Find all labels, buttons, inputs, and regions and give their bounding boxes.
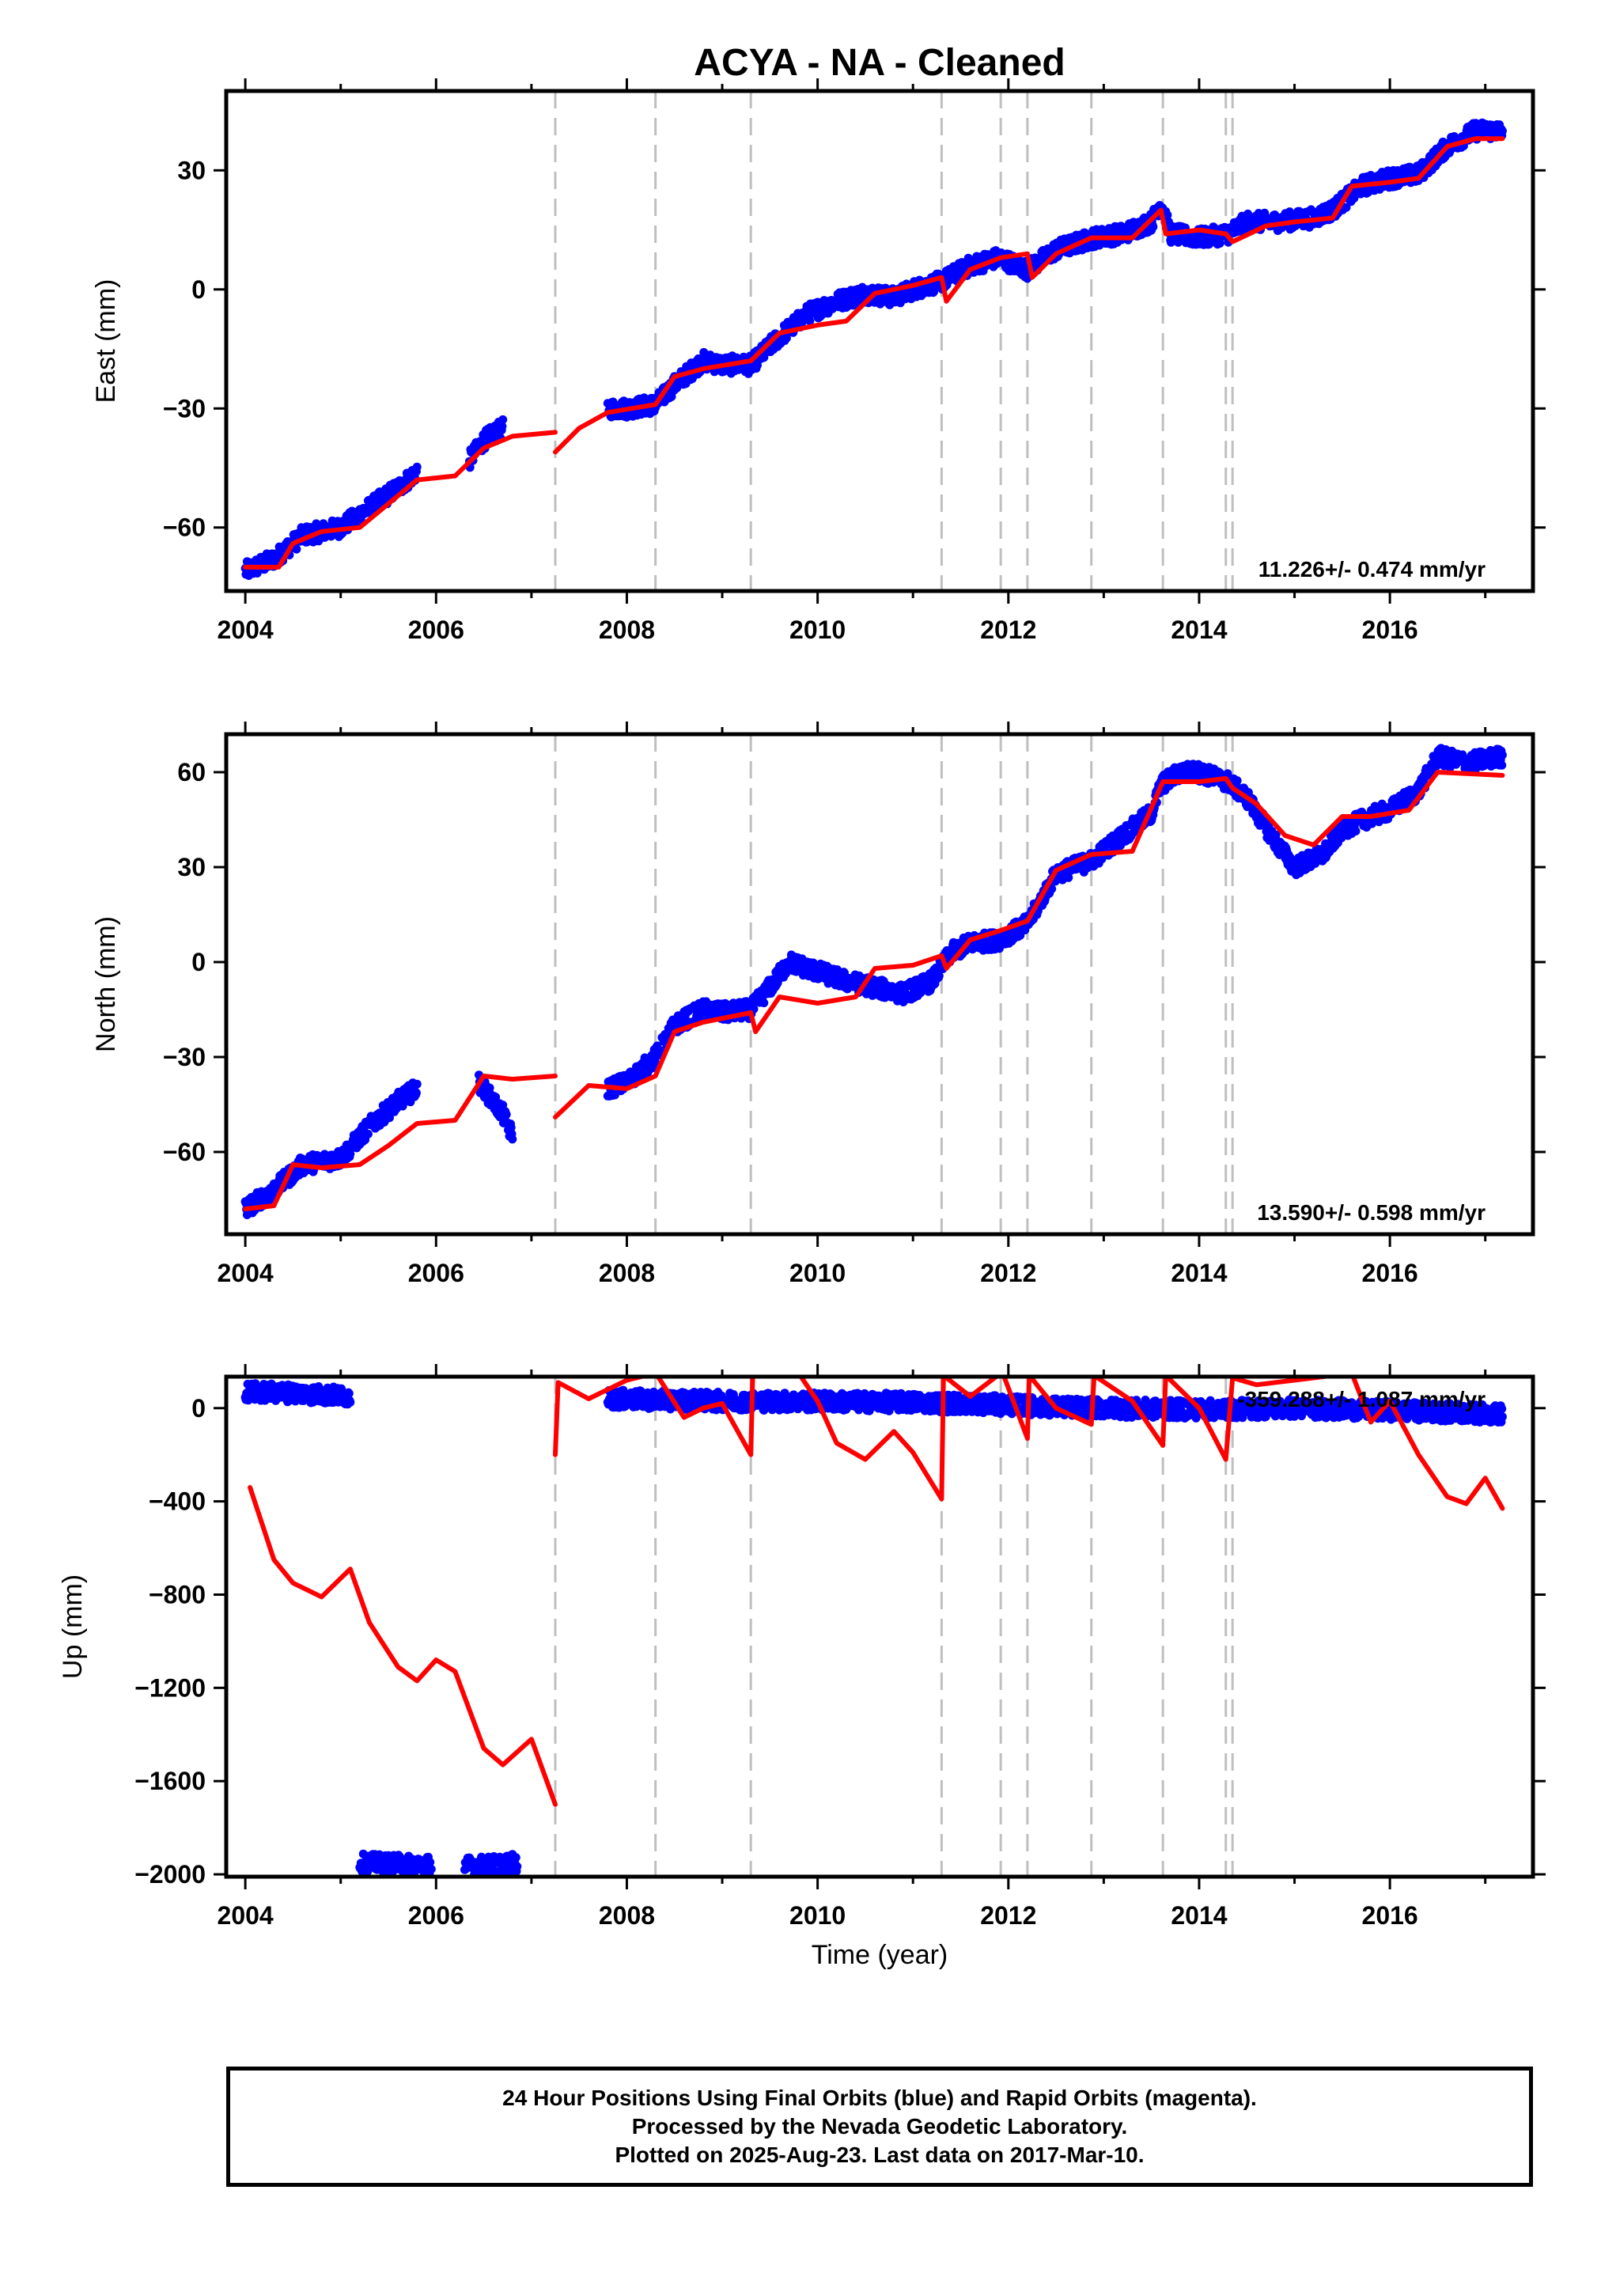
data-point: [1223, 769, 1232, 779]
panel-up: 2004 2006 2008 2010 2012 2014 2016−2000−1600−1…: [58, 1364, 1546, 1970]
data-point: [412, 462, 422, 472]
y-tick-label: 60: [177, 758, 206, 786]
data-point: [1497, 750, 1507, 760]
data-point: [426, 1858, 435, 1867]
x-tick-label: 2010: [789, 1259, 846, 1287]
data-point: [292, 544, 301, 554]
data-point: [513, 1862, 522, 1871]
data-point: [508, 1135, 517, 1144]
data-point: [1149, 222, 1158, 232]
x-tick-label: 2006: [408, 616, 464, 644]
data-point: [753, 361, 762, 370]
data-point: [1351, 827, 1361, 835]
data-point: [485, 1083, 494, 1093]
data-point: [1342, 203, 1351, 212]
data-point: [426, 1865, 436, 1874]
plot-area: [240, 91, 1507, 591]
y-tick-label: 0: [191, 948, 206, 976]
x-tick-label: 2004: [218, 616, 274, 644]
model-line: [243, 430, 558, 570]
x-tick-label: 2014: [1171, 1259, 1227, 1287]
data-point: [1497, 127, 1507, 135]
rate-label: 11.226+/- 0.474 mm/yr: [1258, 557, 1486, 582]
data-point: [412, 1079, 422, 1089]
data-point: [411, 1088, 421, 1097]
y-tick-label: −30: [163, 394, 206, 422]
data-point: [491, 1093, 501, 1102]
y-tick-label: −30: [163, 1043, 206, 1071]
data-point: [1163, 210, 1172, 220]
y-tick-label: 30: [177, 156, 206, 184]
y-axis-label: East (mm): [91, 279, 121, 404]
data-point: [759, 998, 769, 1008]
data-point: [619, 1385, 628, 1395]
data-point: [1497, 760, 1507, 770]
x-tick-label: 2016: [1362, 1259, 1418, 1287]
x-tick-label: 2012: [980, 616, 1036, 644]
data-points: [603, 744, 1507, 1101]
data-point: [385, 1113, 394, 1123]
data-point: [498, 415, 508, 424]
x-tick-label: 2016: [1362, 616, 1418, 644]
data-points: [240, 462, 422, 580]
model-line: [553, 770, 1505, 1120]
data-point: [346, 1397, 355, 1407]
panel-east: 2004 2006 2008 2010 2012 2014 2016 −60 −30 0 30 Eas…: [91, 78, 1546, 644]
data-point: [1232, 776, 1242, 786]
y-tick-label: −60: [163, 1138, 206, 1166]
data-point: [344, 1389, 354, 1398]
y-axis-label: North (mm): [91, 916, 121, 1052]
x-tick-label: 2014: [1171, 616, 1227, 644]
data-point: [363, 1129, 373, 1139]
data-points: [240, 1379, 355, 1409]
data-points: [460, 1850, 522, 1877]
data-point: [780, 1389, 789, 1398]
chart-title: ACYA - NA - Cleaned: [694, 42, 1065, 84]
data-point: [506, 1123, 516, 1132]
x-tick-label: 2008: [599, 616, 655, 644]
data-point: [1064, 873, 1073, 882]
data-point: [501, 1110, 511, 1120]
x-tick-label: 2008: [599, 1259, 655, 1287]
data-point: [934, 971, 944, 980]
plot-area: [240, 1377, 1507, 1877]
data-point: [1047, 885, 1057, 893]
y-tick-label: −60: [163, 513, 206, 542]
data-points: [475, 1070, 517, 1144]
data-point: [498, 422, 507, 431]
data-points: [603, 118, 1507, 422]
model-line: [553, 136, 1505, 455]
data-points: [240, 1078, 422, 1219]
plot-area: [240, 734, 1507, 1234]
y-tick-label: 30: [177, 853, 206, 881]
x-tick-label: 2004: [218, 1259, 274, 1287]
x-tick-label: 2012: [980, 1259, 1036, 1287]
data-point: [805, 316, 815, 326]
x-tick-label: 2006: [408, 1259, 464, 1287]
plot-frame: [224, 89, 1535, 593]
plot-frame: [224, 732, 1535, 1237]
rate-label: 13.590+/- 0.598 mm/yr: [1257, 1200, 1486, 1225]
data-points: [355, 1849, 436, 1877]
data-point: [511, 1853, 520, 1862]
y-tick-label: 0: [191, 275, 206, 304]
panel-north: 2004 2006 2008 2010 2012 2014 2016 −60 −30 0 30 60 N…: [91, 722, 1546, 1287]
x-tick-label: 2010: [789, 616, 846, 644]
model-line: [243, 1074, 558, 1211]
data-point: [1215, 239, 1224, 248]
